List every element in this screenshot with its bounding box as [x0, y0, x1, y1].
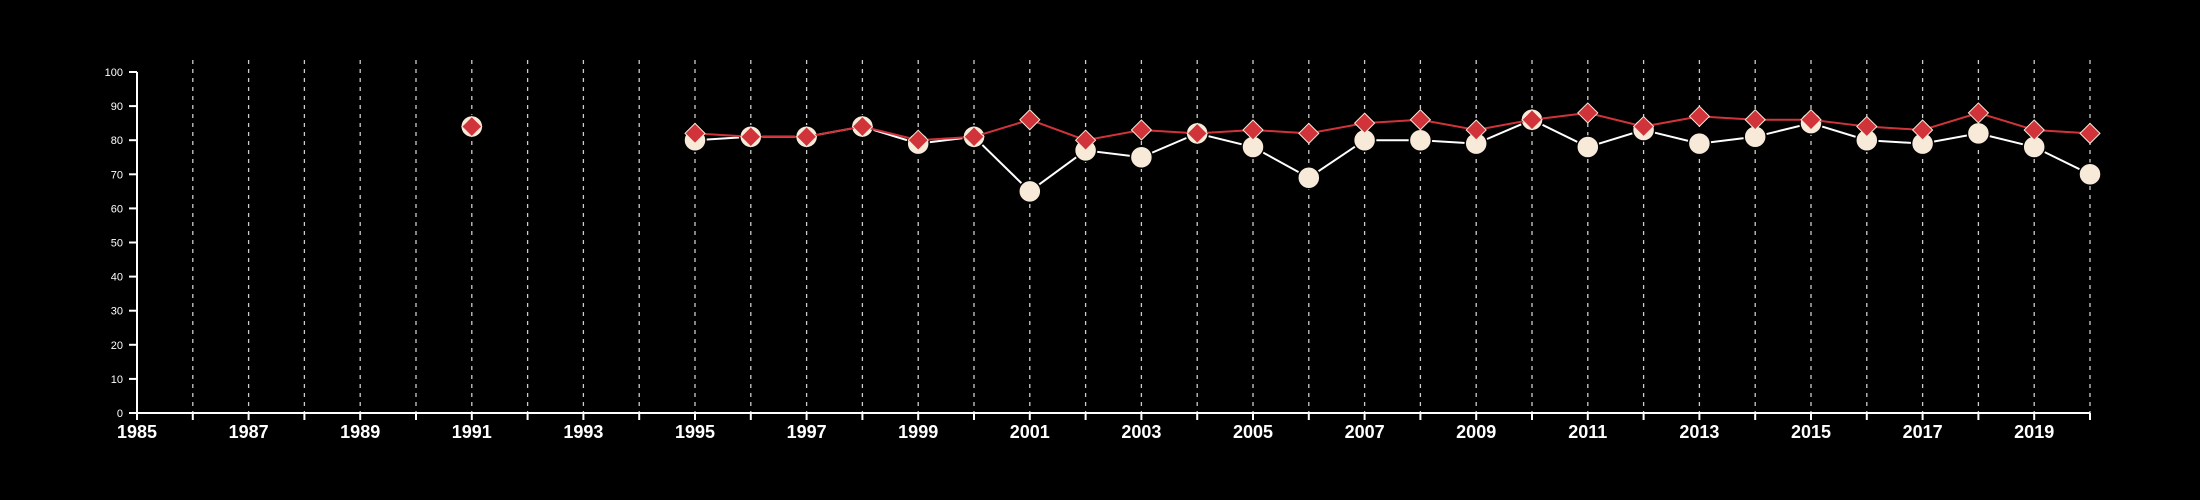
- data-point-diamond: [2023, 119, 2045, 141]
- x-tick-label: 1995: [675, 422, 715, 442]
- y-tick-label: 70: [111, 169, 123, 181]
- data-point-circle: [1018, 179, 1042, 204]
- axes: 0 10 20 30 40 50 60 70 80 90 100 1985 1987 1989 1991 19…: [105, 67, 2091, 442]
- data-point-diamond: [963, 126, 985, 148]
- data-point-diamond: [1744, 109, 1766, 131]
- y-tick-label: 80: [111, 135, 123, 147]
- x-tick-label: 2007: [1345, 422, 1385, 442]
- x-tick-label: 2003: [1121, 422, 1161, 442]
- data-point-diamond: [1800, 109, 1822, 131]
- data-point-diamond: [1856, 115, 1878, 138]
- x-tick-label: 1987: [229, 422, 269, 442]
- data-point-diamond: [1911, 119, 1934, 141]
- data-point-diamond: [1688, 105, 1711, 128]
- x-tick-label: 1991: [452, 422, 492, 442]
- x-tick-label: 2009: [1456, 422, 1496, 442]
- x-tick-label: 2005: [1233, 422, 1273, 442]
- data-point-diamond: [1074, 129, 1097, 151]
- data-point-diamond: [1019, 109, 1041, 131]
- x-tick-label: 1989: [340, 422, 380, 442]
- series-0: [460, 107, 2102, 204]
- y-tick-label: 50: [111, 238, 123, 250]
- data-point-diamond: [1353, 112, 1376, 134]
- data-point-diamond: [1186, 122, 1208, 145]
- data-point-diamond: [851, 115, 874, 138]
- x-tick-label: 2001: [1010, 422, 1050, 442]
- series-layer: [460, 102, 2102, 204]
- x-tick-label: 1993: [563, 422, 603, 442]
- data-point-diamond: [1409, 109, 1432, 131]
- x-tick-label: 2019: [2014, 422, 2054, 442]
- series-line: [694, 118, 2091, 193]
- series-line: [694, 111, 2091, 142]
- data-point-circle: [1129, 145, 1154, 169]
- data-point-diamond: [1632, 115, 1655, 138]
- data-point-diamond: [1298, 122, 1320, 145]
- y-tick-label: 20: [111, 340, 123, 352]
- x-tick-label: 1997: [787, 422, 827, 442]
- data-point-diamond: [795, 126, 818, 148]
- y-tick-label: 10: [111, 374, 123, 386]
- x-tick-label: 2017: [1903, 422, 1943, 442]
- data-point-circle: [2078, 162, 2102, 187]
- series-1: [461, 102, 2101, 151]
- data-point-circle: [1687, 131, 1712, 156]
- data-point-diamond: [1967, 102, 1990, 124]
- x-tick-label: 1985: [117, 422, 157, 442]
- data-point-diamond: [1577, 102, 1599, 124]
- x-tick-label: 2013: [1679, 422, 1719, 442]
- data-point-diamond: [1130, 119, 1153, 141]
- data-point-diamond: [2079, 122, 2101, 145]
- y-tick-label: 40: [111, 272, 123, 284]
- y-tick-label: 30: [111, 306, 123, 318]
- data-point-diamond: [1242, 119, 1264, 141]
- data-point-diamond: [1465, 119, 1487, 141]
- data-point-circle: [1966, 121, 1991, 146]
- data-point-diamond: [461, 115, 483, 138]
- data-point-diamond: [1521, 109, 1543, 131]
- data-point-circle: [1297, 165, 1321, 190]
- y-tick-label: 60: [111, 203, 123, 215]
- data-point-circle: [1408, 128, 1433, 152]
- data-point-circle: [1576, 135, 1600, 159]
- y-tick-label: 90: [111, 101, 123, 113]
- y-tick-label: 100: [105, 67, 123, 79]
- x-tick-label: 1999: [898, 422, 938, 442]
- x-tick-label: 2015: [1791, 422, 1831, 442]
- data-point-diamond: [740, 126, 762, 148]
- x-tick-label: 2011: [1568, 422, 1607, 442]
- y-tick-label: 0: [117, 408, 123, 420]
- data-point-diamond: [684, 122, 706, 145]
- data-point-diamond: [907, 129, 929, 151]
